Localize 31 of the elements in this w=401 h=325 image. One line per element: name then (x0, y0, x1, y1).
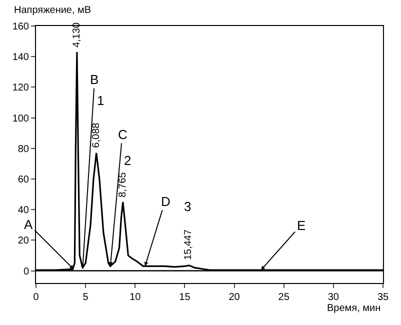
annotation: C (118, 127, 128, 142)
x-tick-label: 15 (179, 292, 191, 303)
y-tick-label: 60 (18, 174, 30, 186)
annotation: 6,088 (90, 122, 102, 148)
y-tick-label: 20 (18, 236, 30, 247)
x-tick-label: 35 (377, 292, 389, 303)
x-tick-label: 30 (328, 292, 340, 303)
x-axis-title: Время, мин (327, 303, 381, 314)
annotation: 3 (184, 199, 192, 214)
y-tick-label: 80 (18, 144, 30, 155)
annotation: 2 (124, 153, 132, 168)
y-tick-label: 40 (18, 205, 30, 216)
y-axis-title: Напряжение, мВ (14, 5, 92, 16)
y-tick-label: 100 (12, 113, 30, 124)
x-tick-label: 20 (228, 292, 240, 303)
y-tick-label: 0 (23, 266, 30, 278)
annotation: 4,130 (71, 22, 82, 48)
y-tick-label: 140 (12, 52, 30, 64)
annotation: 8,765 (117, 172, 128, 198)
annotation: E (297, 218, 306, 233)
x-tick-label: 10 (130, 292, 142, 303)
x-tick-label: 5 (82, 292, 89, 303)
x-tick-label: 0 (33, 292, 40, 303)
annotation: 1 (97, 93, 104, 108)
y-tick-label: 120 (12, 82, 30, 94)
annotation: B (90, 72, 99, 87)
y-tick-label: 160 (12, 22, 30, 32)
annotation: A (24, 217, 33, 232)
annotation: D (161, 194, 170, 209)
x-tick-label: 25 (278, 292, 290, 303)
annotation: 15,447 (183, 229, 194, 260)
